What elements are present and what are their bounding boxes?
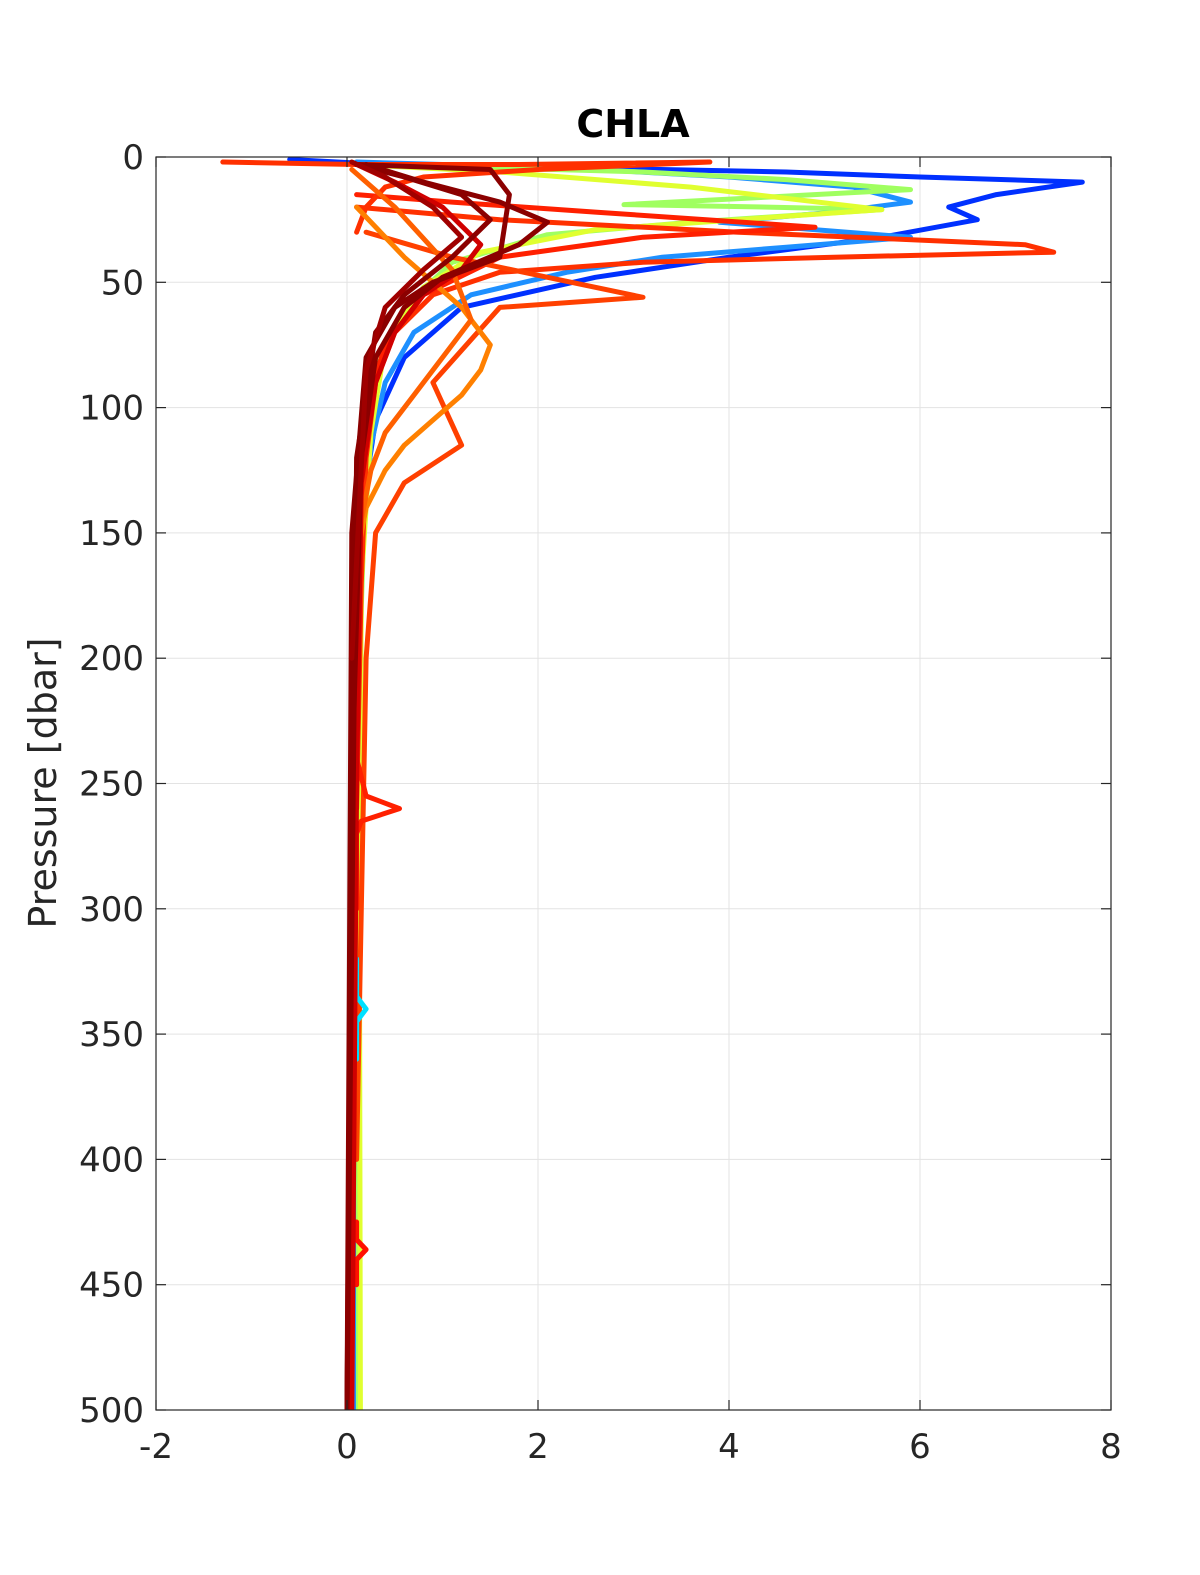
y-tick-label: 500 xyxy=(79,1391,144,1431)
y-tick-label: 200 xyxy=(79,639,144,679)
y-tick-label: 250 xyxy=(79,765,144,805)
profile-line-13 xyxy=(354,1219,369,1288)
axis-ticks xyxy=(155,156,1112,1411)
x-tick-label: 8 xyxy=(1100,1427,1122,1467)
chart-title: CHLA xyxy=(576,102,690,146)
y-tick-label: 400 xyxy=(79,1140,144,1180)
y-tick-labels: 0 50 100 150 200 250 300 350 400 450 500 xyxy=(79,138,144,1431)
x-tick-label: -2 xyxy=(139,1427,173,1467)
profile-series xyxy=(220,157,1085,1410)
grid-lines xyxy=(156,157,1111,1410)
x-tick-labels: -2 0 2 4 6 8 xyxy=(139,1427,1122,1467)
x-tick-label: 6 xyxy=(909,1427,931,1467)
x-tick-label: 4 xyxy=(718,1427,740,1467)
profile-line-18 xyxy=(349,159,465,661)
y-tick-label: 350 xyxy=(79,1015,144,1055)
profile-line-10 xyxy=(354,204,493,561)
y-axis-title: Pressure [dbar] xyxy=(21,637,65,928)
y-tick-label: 100 xyxy=(79,389,144,429)
profile-line-7 xyxy=(354,229,646,1162)
y-tick-label: 0 xyxy=(122,138,144,178)
y-tick-label: 450 xyxy=(79,1266,144,1306)
profile-line-11 xyxy=(349,167,474,611)
x-tick-label: 2 xyxy=(527,1427,549,1467)
y-tick-label: 300 xyxy=(79,890,144,930)
y-tick-label: 150 xyxy=(79,514,144,554)
x-tick-label: 0 xyxy=(336,1427,358,1467)
y-tick-label: 50 xyxy=(101,263,144,303)
